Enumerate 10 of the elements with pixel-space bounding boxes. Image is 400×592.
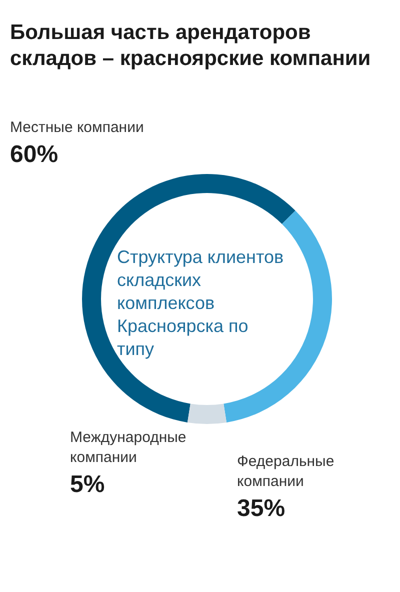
chart-title: Большая часть арендаторов складов – красноярские компании [10, 20, 372, 72]
slice-label: Федеральные компании [237, 452, 336, 492]
slice-label: Местные компании [10, 118, 145, 138]
text: Структура клиентов складских комплексов Красноярска по типу [117, 246, 285, 361]
donut-slice [82, 174, 296, 422]
data-label: 5% [70, 470, 106, 500]
slice-label: Международные компании [70, 428, 188, 468]
donut-slice [187, 404, 227, 424]
data-label: 35% [237, 494, 286, 524]
data-label: 60% [10, 140, 60, 170]
